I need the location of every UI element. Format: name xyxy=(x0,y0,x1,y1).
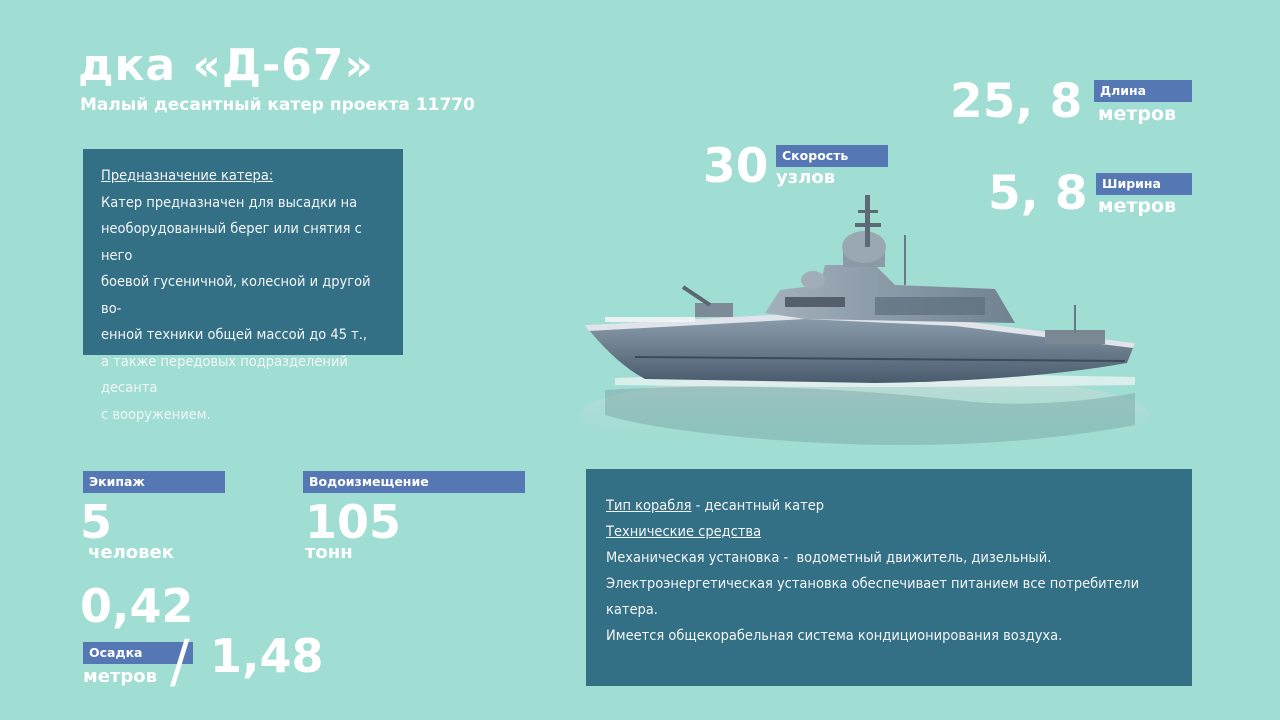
length-label: Длина xyxy=(1094,80,1192,102)
length-unit: метров xyxy=(1098,103,1177,125)
tech-line: Имеется общекорабельная система кондицио… xyxy=(606,628,1063,644)
landing-craft-ship-illustration xyxy=(580,195,1150,457)
length-value: 25, 8 xyxy=(950,74,1083,129)
width-unit: метров xyxy=(1098,195,1177,217)
purpose-panel: Предназначение катера: Катер предназначе… xyxy=(83,149,403,423)
purpose-line: с вооружением. xyxy=(101,406,211,423)
purpose-line: необорудованный берег или снятия с него xyxy=(101,221,362,264)
purpose-line: а также передовых подразделений десанта xyxy=(101,353,348,397)
tech-line: Механическая установка - водометный движ… xyxy=(606,550,1052,566)
ship-type-separator: - xyxy=(691,498,705,514)
displacement-value: 105 xyxy=(305,495,402,549)
crew-unit: человек xyxy=(88,542,174,563)
tech-panel: Тип корабля - десантный катер Технически… xyxy=(586,469,1192,686)
draft-max-value: 1,48 xyxy=(210,629,324,683)
speed-unit: узлов xyxy=(776,167,836,188)
speed-label: Скорость xyxy=(776,145,888,167)
draft-min-value: 0,42 xyxy=(80,579,194,633)
displacement-unit: тонн xyxy=(305,542,353,563)
page-title: дка «Д-67» xyxy=(78,40,374,91)
purpose-heading: Предназначение катера: xyxy=(101,168,274,184)
draft-unit: метров xyxy=(83,666,157,687)
width-label: Ширина xyxy=(1096,173,1192,195)
tech-means-heading: Технические средства xyxy=(606,524,762,540)
crew-label: Экипаж xyxy=(83,471,225,493)
speed-value: 30 xyxy=(703,139,769,194)
purpose-line: Катер предназначен для высадки на xyxy=(101,194,358,211)
page-subtitle: Малый десантный катер проекта 11770 xyxy=(80,95,475,115)
ship-type-label: Тип корабля xyxy=(606,498,692,514)
draft-label: Осадка xyxy=(83,642,193,664)
tech-line: Электроэнергетическая установка обеспечи… xyxy=(606,576,1140,618)
purpose-line: боевой гусеничной, колесной и другой во- xyxy=(101,274,371,317)
purpose-line: енной техники общей массой до 45 т., xyxy=(101,327,368,343)
displacement-label: Водоизмещение xyxy=(303,471,525,493)
ship-type-row: Тип корабля - десантный катер xyxy=(606,493,1174,519)
draft-slash: / xyxy=(170,627,190,695)
crew-value: 5 xyxy=(80,495,113,549)
width-value: 5, 8 xyxy=(988,166,1088,221)
ship-type-value: десантный катер xyxy=(704,498,825,514)
